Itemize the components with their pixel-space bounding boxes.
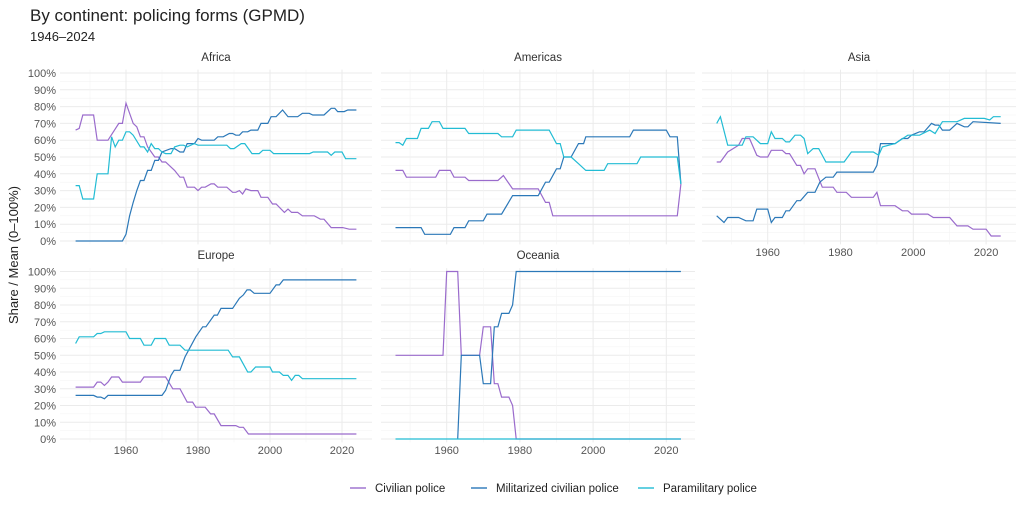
series-line-civilian-police xyxy=(395,169,682,217)
facet-panel-africa: Africa 0% 10% 20% 30% 40% 50% 60% 70% 80% 90% 100% xyxy=(28,52,372,248)
facet-panel-asia: Asia 1960 1980 2000 2020 xyxy=(702,52,1016,259)
y-tick-label: 30% xyxy=(34,186,56,198)
y-tick-label: 80% xyxy=(34,300,56,312)
series-line-civilian-police xyxy=(395,270,681,440)
x-tick-label: 2020 xyxy=(654,445,678,457)
y-tick-label: 90% xyxy=(34,85,56,97)
legend-label: Paramilitary police xyxy=(663,483,757,495)
x-tick-label: 1960 xyxy=(755,247,779,259)
y-tick-label: 40% xyxy=(34,367,56,379)
y-tick-label: 100% xyxy=(28,267,56,279)
facet-strip-label: Africa xyxy=(201,52,231,64)
chart-subtitle: 1946–2024 xyxy=(30,29,96,44)
legend-item: Civilian police xyxy=(350,483,445,495)
x-tick-label: 2000 xyxy=(901,247,925,259)
y-tick-label: 40% xyxy=(34,169,56,181)
y-tick-label: 10% xyxy=(34,417,56,429)
series-line-militarized-civilian-police xyxy=(457,270,681,440)
series-line-civilian-police xyxy=(75,100,357,230)
legend-label: Militarized civilian police xyxy=(496,483,619,495)
y-tick-label: 70% xyxy=(34,118,56,130)
facet-strip-label: Europe xyxy=(197,250,234,262)
x-tick-label: 1960 xyxy=(114,445,138,457)
facet-strip-label: Americas xyxy=(514,52,562,64)
y-tick-label: 0% xyxy=(40,434,56,446)
series-line-paramilitary-police xyxy=(75,131,357,200)
series-line-militarized-civilian-police xyxy=(395,129,682,235)
x-tick-label: 1980 xyxy=(828,247,852,259)
x-tick-label: 2020 xyxy=(330,445,354,457)
series-line-paramilitary-police xyxy=(75,331,357,382)
x-tick-label: 1980 xyxy=(508,445,532,457)
series-line-civilian-police xyxy=(716,137,1001,237)
facet-strip-label: Oceania xyxy=(517,250,560,262)
facet-panel-oceania: Oceania 1960 1980 2000 2020 xyxy=(381,250,695,457)
facet-panel-americas: Americas xyxy=(381,52,695,245)
y-tick-label: 20% xyxy=(34,202,56,214)
series-line-militarized-civilian-police xyxy=(75,107,357,242)
y-tick-label: 50% xyxy=(34,350,56,362)
x-tick-label: 1980 xyxy=(186,445,210,457)
chart-title: By continent: policing forms (GPMD) xyxy=(30,6,305,25)
legend-label: Civilian police xyxy=(375,483,445,495)
legend: Civilian police Militarized civilian poli… xyxy=(350,483,757,495)
y-tick-label: 60% xyxy=(34,135,56,147)
y-tick-label: 10% xyxy=(34,219,56,231)
y-tick-label: 90% xyxy=(34,283,56,295)
facet-panel-europe: Europe 0% 10% 20% 30% 40% 50% 60% 70% 80% 90% 100% 1… xyxy=(28,250,372,457)
x-tick-label: 2000 xyxy=(581,445,605,457)
series-line-civilian-police xyxy=(75,376,357,435)
y-tick-label: 50% xyxy=(34,152,56,164)
series-line-militarized-civilian-police xyxy=(75,279,357,400)
y-tick-label: 100% xyxy=(28,68,56,80)
y-tick-label: 30% xyxy=(34,384,56,396)
series-line-militarized-civilian-police xyxy=(716,121,1001,224)
series-line-paramilitary-police xyxy=(716,115,1001,163)
y-tick-label: 70% xyxy=(34,317,56,329)
x-tick-label: 1960 xyxy=(434,445,458,457)
legend-item: Militarized civilian police xyxy=(471,483,619,495)
x-tick-label: 2000 xyxy=(258,445,282,457)
series-line-paramilitary-police xyxy=(395,121,682,184)
y-tick-label: 20% xyxy=(34,401,56,413)
y-axis-title: Share / Mean (0–100%) xyxy=(6,186,21,324)
y-tick-label: 60% xyxy=(34,334,56,346)
facet-strip-label: Asia xyxy=(848,52,871,64)
legend-item: Paramilitary police xyxy=(638,483,757,495)
x-tick-label: 2020 xyxy=(974,247,998,259)
y-tick-label: 0% xyxy=(40,236,56,248)
y-tick-label: 80% xyxy=(34,102,56,114)
